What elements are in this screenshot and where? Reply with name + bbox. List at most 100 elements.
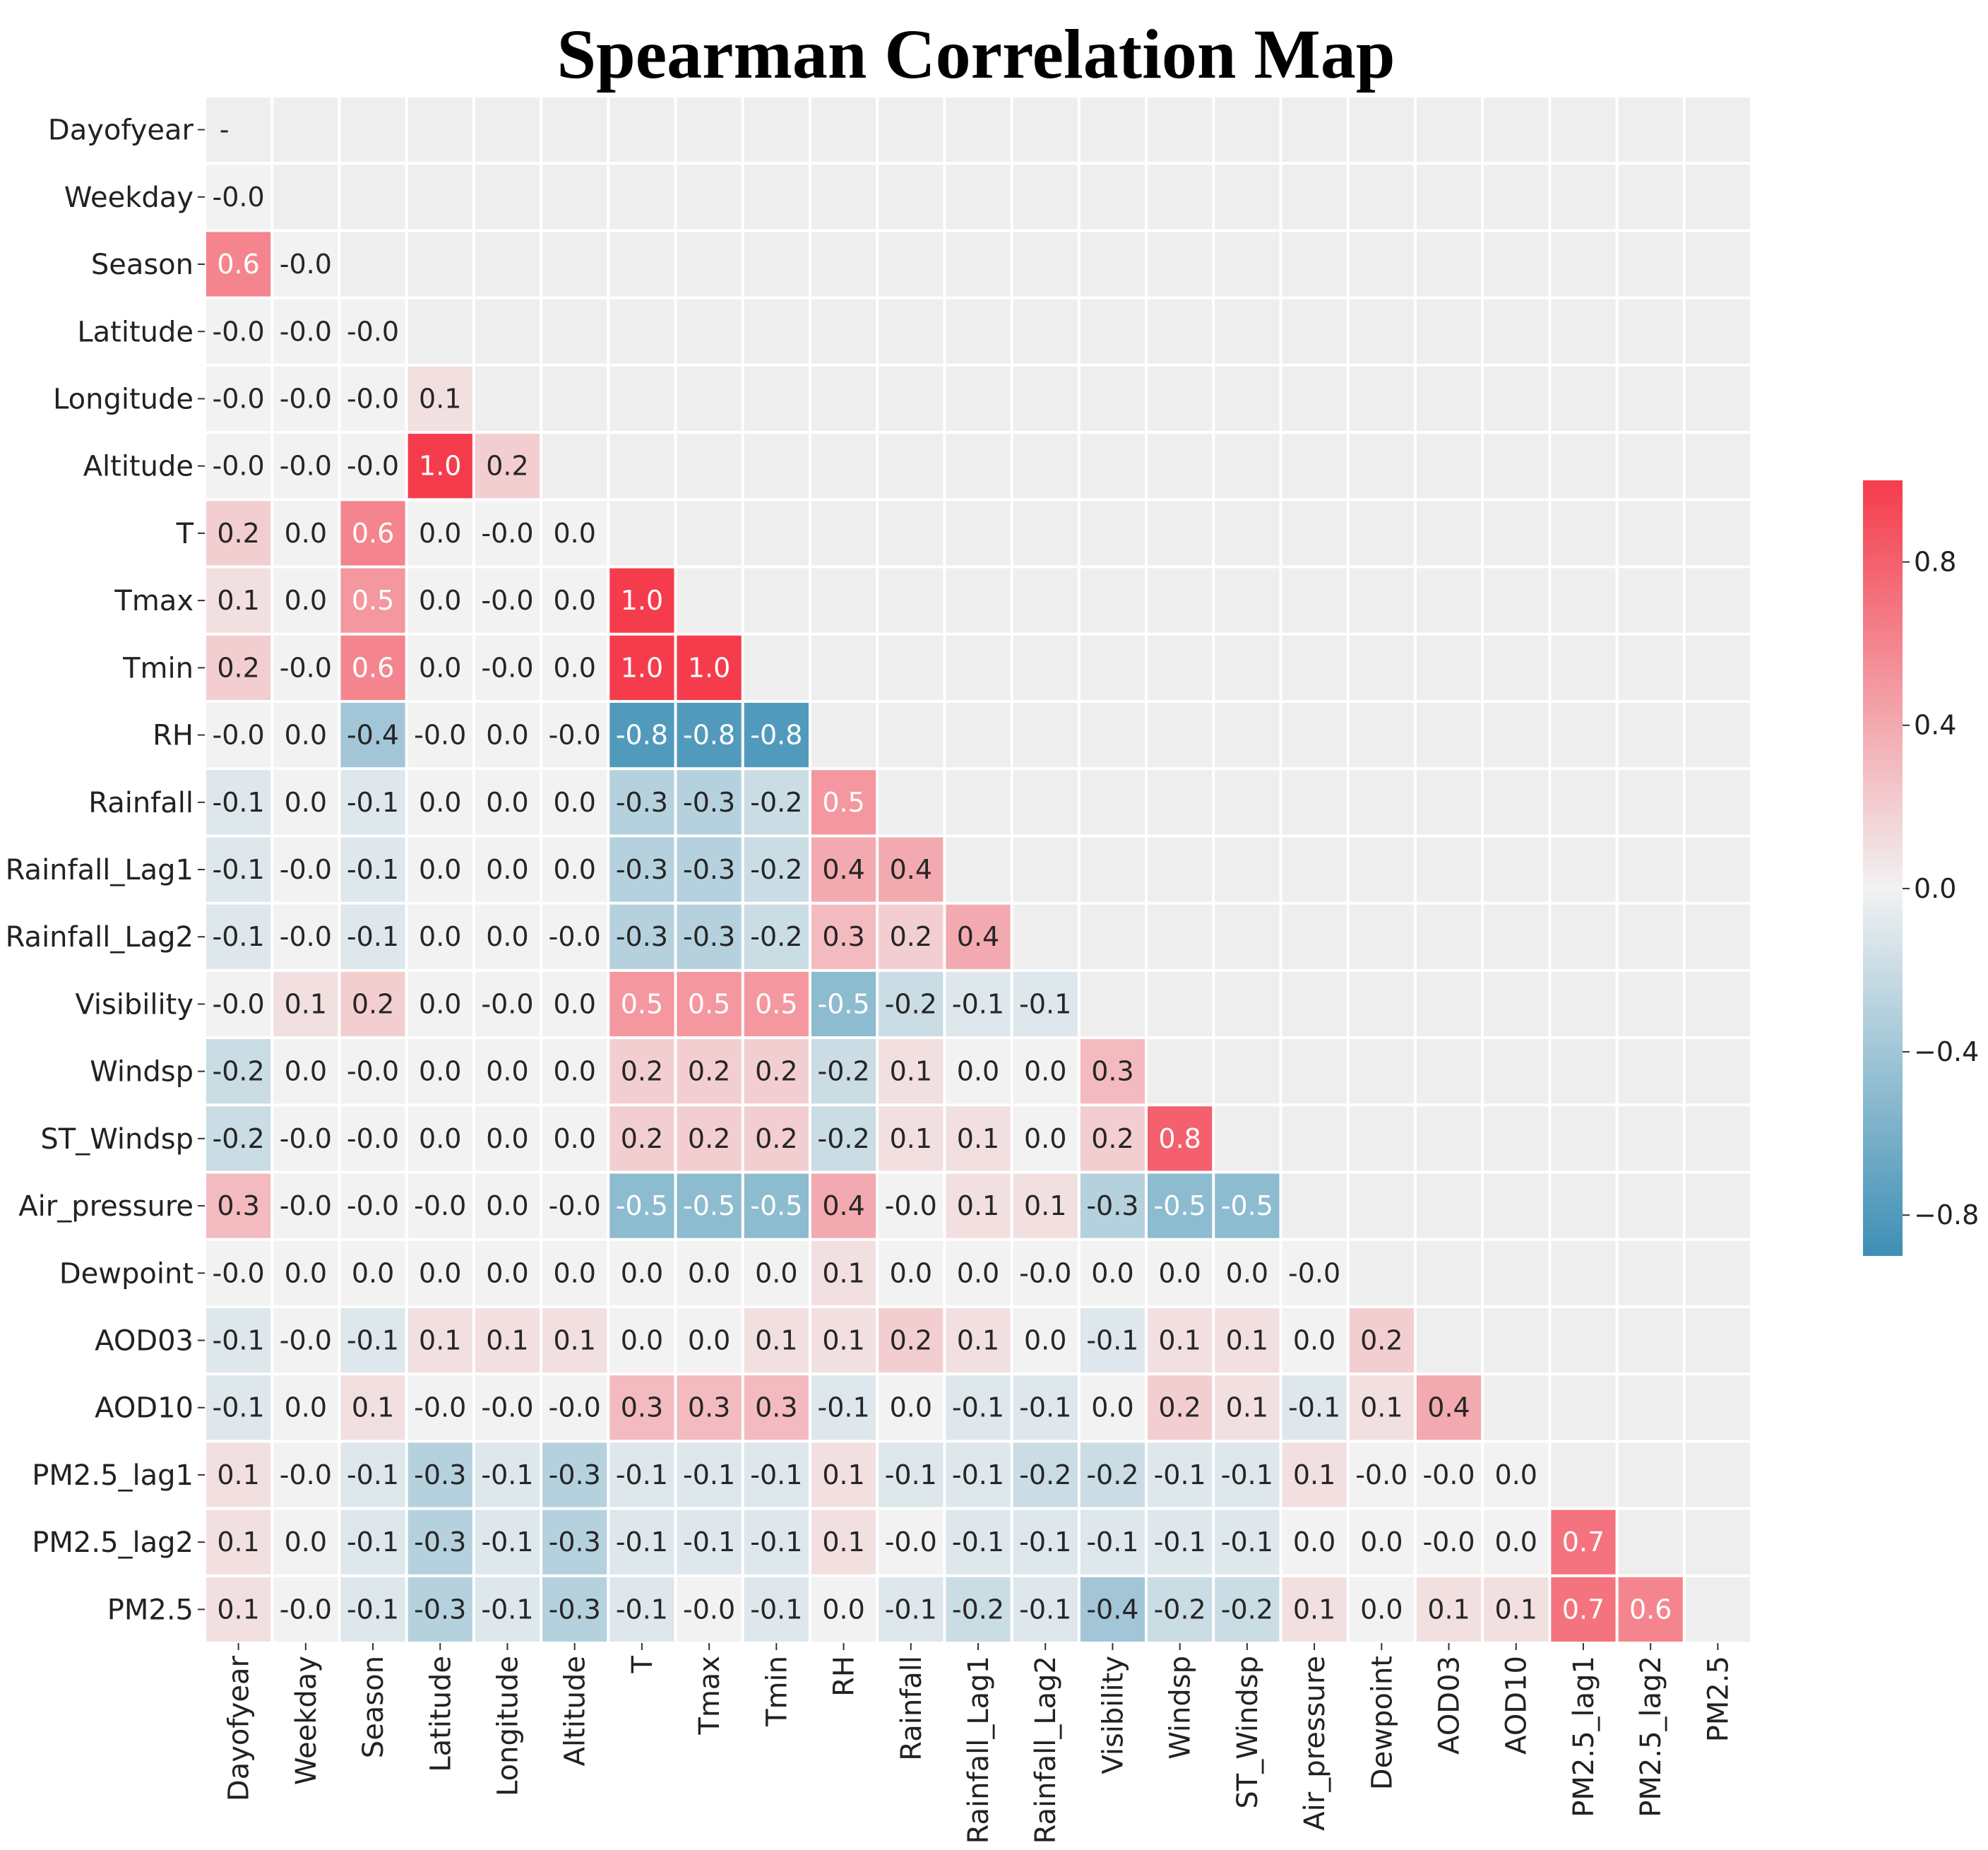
cell-value-label: -0.0 xyxy=(481,652,533,683)
cell-value-label: 0.1 xyxy=(1226,1325,1268,1356)
heatmap-cell xyxy=(542,635,607,700)
heatmap-cell xyxy=(475,837,540,902)
heatmap-cell xyxy=(407,1106,472,1171)
cell-value-label: -0.0 xyxy=(280,1123,332,1154)
masked-cell xyxy=(946,97,1011,162)
cell-value-label: -0.1 xyxy=(952,1459,1004,1490)
heatmap-cell xyxy=(340,1106,405,1171)
masked-cell xyxy=(1484,1240,1549,1305)
cell-value-label: 0.0 xyxy=(486,1257,528,1288)
masked-cell xyxy=(1416,299,1482,364)
masked-cell xyxy=(1349,568,1414,633)
cell-value-label: 0.0 xyxy=(419,988,461,1019)
y-tick-label: Rainfall_Lag1 xyxy=(6,854,194,887)
cell-value-label: 0.0 xyxy=(1091,1257,1133,1288)
cell-value-label: 0.2 xyxy=(1360,1325,1403,1356)
heatmap-cell xyxy=(609,1375,674,1440)
heatmap-cell xyxy=(273,702,338,768)
heatmap-cell xyxy=(340,1577,405,1642)
masked-cell xyxy=(1484,434,1549,499)
cell-value-label: 0.0 xyxy=(486,720,528,751)
y-tick-label: PM2.5_lag1 xyxy=(32,1459,194,1492)
heatmap-cell xyxy=(879,1173,944,1238)
cell-value-label: 0.0 xyxy=(621,1325,663,1356)
x-tick-label: AOD10 xyxy=(1501,1656,1533,1755)
x-tick-label: Weekday xyxy=(290,1656,323,1785)
masked-cell xyxy=(1685,299,1750,364)
masked-cell xyxy=(1148,635,1213,700)
cell-value-label: -0.0 xyxy=(347,1123,399,1154)
cell-value-label: -0.1 xyxy=(1221,1526,1273,1558)
cell-value-label: -0.3 xyxy=(414,1594,466,1625)
cell-value-label: 1.0 xyxy=(419,451,461,482)
cell-value-label: 0.0 xyxy=(553,1056,595,1087)
masked-cell xyxy=(609,366,674,432)
masked-cell xyxy=(542,97,607,162)
heatmap-cell xyxy=(1484,1577,1549,1642)
masked-cell xyxy=(946,434,1011,499)
cell-value-label: -0.1 xyxy=(347,921,399,952)
masked-cell xyxy=(1551,1039,1616,1104)
masked-cell xyxy=(744,501,809,566)
cell-value-label: 0.1 xyxy=(957,1190,999,1221)
heatmap-cell xyxy=(811,904,876,969)
heatmap-cell xyxy=(744,1442,809,1507)
colorbar-tick-label: −0.4 xyxy=(1914,1036,1979,1067)
cell-value-label: 0.1 xyxy=(1293,1459,1335,1490)
heatmap-cell xyxy=(677,1577,742,1642)
cell-value-label: -0.1 xyxy=(952,988,1004,1019)
cell-value-label: -0.1 xyxy=(213,1392,265,1423)
cell-value-label: 0.1 xyxy=(217,1459,259,1490)
cell-value-label: 0.0 xyxy=(553,854,595,885)
heatmap-cell xyxy=(206,635,271,700)
x-tick-label: AOD03 xyxy=(1434,1656,1466,1755)
masked-cell xyxy=(811,434,876,499)
cell-value-label: -0.1 xyxy=(347,1459,399,1490)
cell-value-label: 0.0 xyxy=(1293,1526,1335,1558)
masked-cell xyxy=(879,568,944,633)
heatmap-cell xyxy=(879,1039,944,1104)
heatmap-cell xyxy=(811,770,876,835)
masked-cell xyxy=(1484,1308,1549,1373)
cell-value-label: -0.8 xyxy=(683,720,735,751)
masked-cell xyxy=(1484,501,1549,566)
masked-cell xyxy=(1484,1106,1549,1171)
heatmap-cell xyxy=(677,904,742,969)
cell-value-label: 0.1 xyxy=(419,1325,461,1356)
cell-value-label: 0.1 xyxy=(1158,1325,1201,1356)
cell-value-label: 0.1 xyxy=(822,1526,864,1558)
masked-cell xyxy=(1685,1375,1750,1440)
heatmap-cell xyxy=(273,971,338,1037)
masked-cell xyxy=(1685,837,1750,902)
cell-value-label: 0.6 xyxy=(217,249,259,280)
heatmap-cell xyxy=(744,1577,809,1642)
heatmap-cell xyxy=(609,971,674,1037)
cell-value-label: -0.2 xyxy=(952,1594,1004,1625)
masked-cell xyxy=(1080,232,1145,297)
masked-cell xyxy=(946,635,1011,700)
heatmap-cell xyxy=(946,1173,1011,1238)
heatmap-cell xyxy=(340,1173,405,1238)
heatmap-cell xyxy=(677,770,742,835)
masked-cell xyxy=(1416,971,1482,1037)
heatmap-cell xyxy=(1148,1106,1213,1171)
heatmap-cell xyxy=(609,1106,674,1171)
cell-value-label: -0.3 xyxy=(616,921,668,952)
cell-value-label: -0.0 xyxy=(280,316,332,347)
heatmap-cell xyxy=(340,299,405,364)
cell-value-label: 0.6 xyxy=(1629,1594,1672,1625)
cell-value-label: -0.0 xyxy=(213,988,265,1019)
masked-cell xyxy=(1080,165,1145,230)
cell-value-label: 0.0 xyxy=(285,518,327,549)
masked-cell xyxy=(1215,904,1280,969)
cell-value-label: 0.7 xyxy=(1562,1594,1605,1625)
cell-value-label: -0.1 xyxy=(1019,1526,1071,1558)
cell-value-label: -0.1 xyxy=(1154,1526,1206,1558)
heatmap-cell xyxy=(206,837,271,902)
masked-cell xyxy=(879,97,944,162)
cell-value-label: -0.2 xyxy=(1019,1459,1071,1490)
heatmap-cell xyxy=(811,1173,876,1238)
cell-value-label: -0.0 xyxy=(347,316,399,347)
cell-value-label: -0.2 xyxy=(1086,1459,1138,1490)
masked-cell xyxy=(1618,434,1683,499)
